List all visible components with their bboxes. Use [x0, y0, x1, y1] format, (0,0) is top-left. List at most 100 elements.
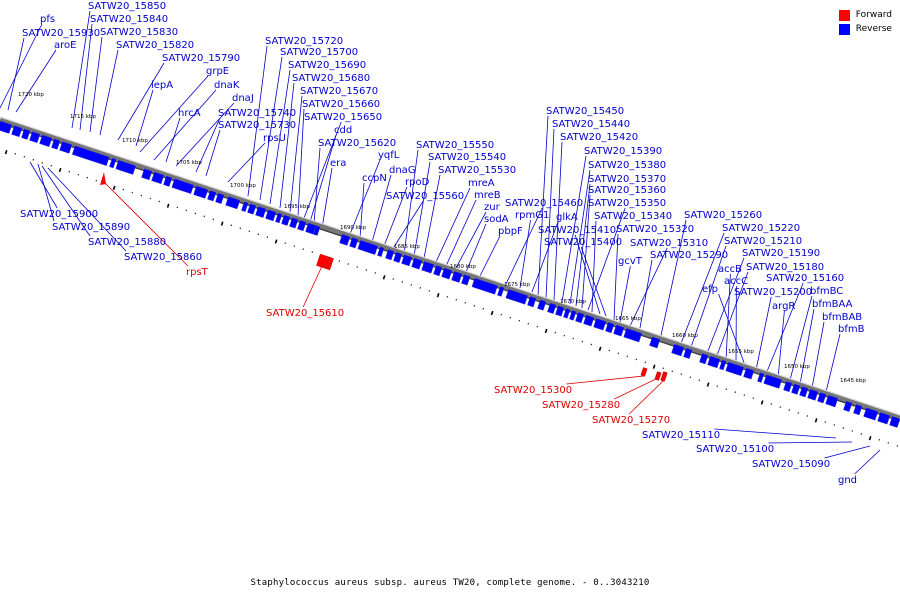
reverse-gene-block: [451, 271, 463, 283]
reverse-gene-block: [791, 383, 801, 395]
reverse-gene-label: SATW20_15880: [88, 237, 166, 248]
leader-line: [47, 167, 127, 252]
minor-feature-mark: [752, 397, 754, 399]
reverse-gene-block: [247, 203, 257, 215]
leader-line: [205, 129, 221, 177]
minor-feature-mark: [706, 382, 710, 387]
minor-feature-mark: [266, 236, 268, 239]
leader-line: [574, 234, 601, 315]
minor-feature-mark: [500, 313, 502, 316]
forward-swatch: [838, 9, 850, 21]
reverse-gene-label: SATW20_15190: [742, 248, 820, 259]
minor-feature-mark: [797, 412, 799, 414]
minor-feature-mark: [662, 367, 664, 370]
minor-feature-mark: [734, 391, 736, 394]
reverse-gene-block: [853, 404, 863, 416]
reverse-gene-label: hrcA: [178, 108, 201, 119]
reverse-gene-label: SATW20_15930: [22, 28, 100, 39]
leader-line: [825, 333, 841, 393]
minor-feature-mark: [112, 185, 116, 191]
leader-line: [302, 265, 323, 308]
minor-feature-mark: [149, 197, 151, 200]
reverse-gene-block: [0, 120, 13, 134]
reverse-gene-label: dnaJ: [232, 93, 254, 104]
leader-line: [175, 102, 235, 167]
leader-line: [591, 220, 597, 313]
minor-feature-marks: [4, 149, 898, 447]
reverse-gene-label: rpmG1: [515, 210, 549, 221]
minor-feature-mark: [158, 200, 160, 203]
reverse-gene-label: SATW20_15390: [584, 146, 662, 157]
reverse-gene-block: [807, 389, 819, 401]
minor-feature-mark: [689, 376, 691, 379]
minor-feature-mark: [50, 164, 52, 167]
leader-line: [139, 75, 209, 153]
reverse-gene-block: [863, 407, 879, 421]
leader-line: [435, 187, 471, 263]
forward-gene-label: SATW20_15270: [592, 415, 670, 426]
minor-feature-mark: [887, 442, 889, 444]
reverse-gene-block: [699, 353, 709, 365]
reverse-gene-block: [763, 374, 783, 389]
minor-feature-mark: [725, 388, 727, 391]
leader-line: [569, 169, 591, 305]
minor-feature-mark: [779, 406, 781, 408]
scale-tick-label: 1645 kbp: [840, 378, 866, 384]
minor-feature-mark: [302, 248, 304, 250]
minor-feature-mark: [581, 340, 583, 343]
scale-tick-label: 1715 kbp: [70, 114, 96, 120]
leader-line: [153, 89, 217, 161]
leader-line: [269, 69, 291, 205]
scale-ticks: 1720 kbp 1715 kbp 1710 kbp 1705 kbp 1700 kbp…: [18, 92, 866, 384]
reverse-gene-block: [593, 318, 607, 331]
minor-feature-mark: [382, 275, 386, 280]
reverse-gene-block: [377, 246, 385, 257]
leader-line: [403, 149, 419, 255]
reverse-gene-block: [275, 212, 283, 224]
reverse-gene-label: SATW20_15650: [304, 112, 382, 123]
minor-feature-mark: [293, 245, 295, 247]
minor-feature-mark: [572, 337, 574, 340]
minor-feature-mark: [635, 358, 637, 361]
minor-feature-mark: [770, 403, 772, 405]
leader-line: [227, 142, 266, 183]
reverse-gene-block: [171, 178, 194, 194]
reverse-gene-label: cdd: [334, 125, 352, 136]
minor-feature-mark: [436, 293, 440, 298]
reverse-gene-block: [743, 367, 755, 380]
leader-line: [135, 89, 154, 147]
leader-line: [566, 375, 645, 385]
reverse-gene-block: [649, 336, 661, 349]
leader-line: [7, 37, 25, 111]
minor-feature-mark: [248, 230, 250, 233]
reverse-gene-label: SATW20_15540: [428, 152, 506, 163]
reverse-gene-label: SATW20_15380: [588, 160, 666, 171]
reverse-gene-block: [29, 131, 41, 143]
scale-tick-label: 1680 kbp: [450, 264, 476, 270]
minor-feature-mark: [598, 346, 602, 351]
reverse-gene-block: [11, 125, 23, 138]
reverse-gene-label: accB: [718, 264, 742, 275]
scale-tick-label: 1660 kbp: [672, 333, 698, 339]
minor-feature-mark: [95, 179, 97, 182]
reverse-gene-block: [623, 328, 643, 343]
leader-line: [259, 56, 283, 201]
minor-feature-mark: [311, 251, 313, 253]
minor-feature-mark: [626, 355, 628, 358]
reverse-gene-block: [877, 412, 891, 425]
leader-line: [613, 233, 619, 321]
minor-feature-mark: [671, 370, 673, 373]
reverse-gene-block: [547, 302, 557, 314]
leader-line: [279, 82, 295, 209]
leader-line: [247, 45, 268, 197]
minor-feature-mark: [58, 167, 62, 173]
minor-feature-mark: [680, 373, 682, 376]
reverse-gene-label: dnaG: [389, 165, 416, 176]
minor-feature-mark: [365, 269, 367, 271]
leader-line: [0, 23, 43, 109]
leader-line: [629, 247, 668, 327]
minor-feature-mark: [41, 161, 43, 164]
leader-line: [854, 449, 881, 475]
minor-feature-mark: [563, 334, 565, 337]
figure-caption: Staphylococcus aureus subsp. aureus TW20…: [250, 578, 650, 588]
